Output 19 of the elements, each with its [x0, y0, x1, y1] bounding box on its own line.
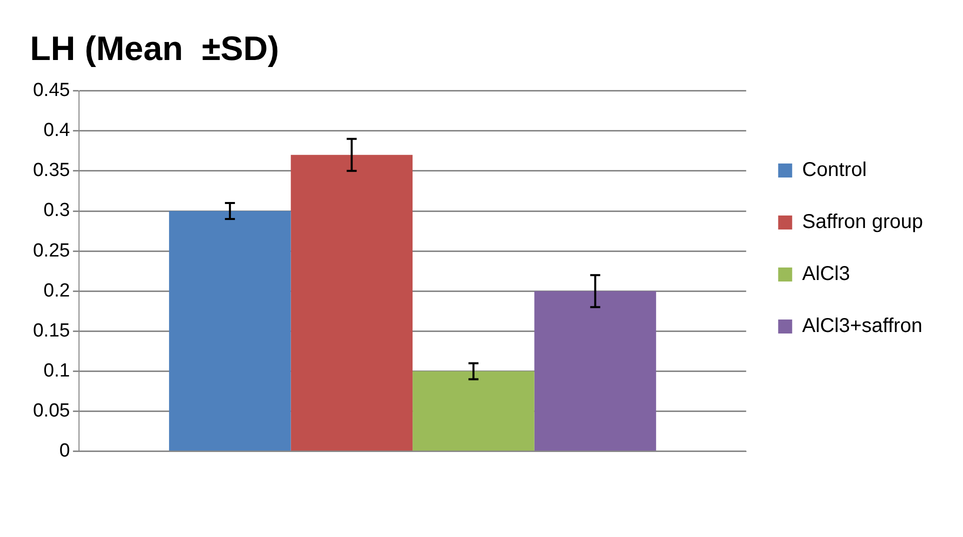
legend-label: Control	[802, 159, 867, 182]
y-tick-label: 0.1	[44, 360, 70, 382]
y-tick-label: 0.3	[44, 200, 70, 222]
y-tick-label: 0.25	[32, 240, 70, 262]
bar	[412, 371, 534, 451]
y-tick-label: 0	[59, 440, 70, 462]
bar	[290, 154, 413, 451]
chart-title: LH (Mean ±SD)	[30, 30, 280, 68]
y-tick-label: 0.2	[44, 280, 70, 302]
y-tick-label: 0.05	[32, 400, 70, 422]
legend-label: AlCl3	[802, 263, 850, 286]
legend-label: AlCl3+saffron	[802, 315, 922, 338]
y-tick-label: 0.4	[44, 120, 70, 142]
bar	[534, 291, 656, 451]
y-tick-label: 0.35	[32, 160, 70, 182]
y-tick-label: 0.15	[32, 320, 70, 342]
y-tick-label: 0.45	[32, 80, 70, 102]
legend-label: Saffron group	[802, 211, 924, 234]
bar	[169, 211, 291, 451]
